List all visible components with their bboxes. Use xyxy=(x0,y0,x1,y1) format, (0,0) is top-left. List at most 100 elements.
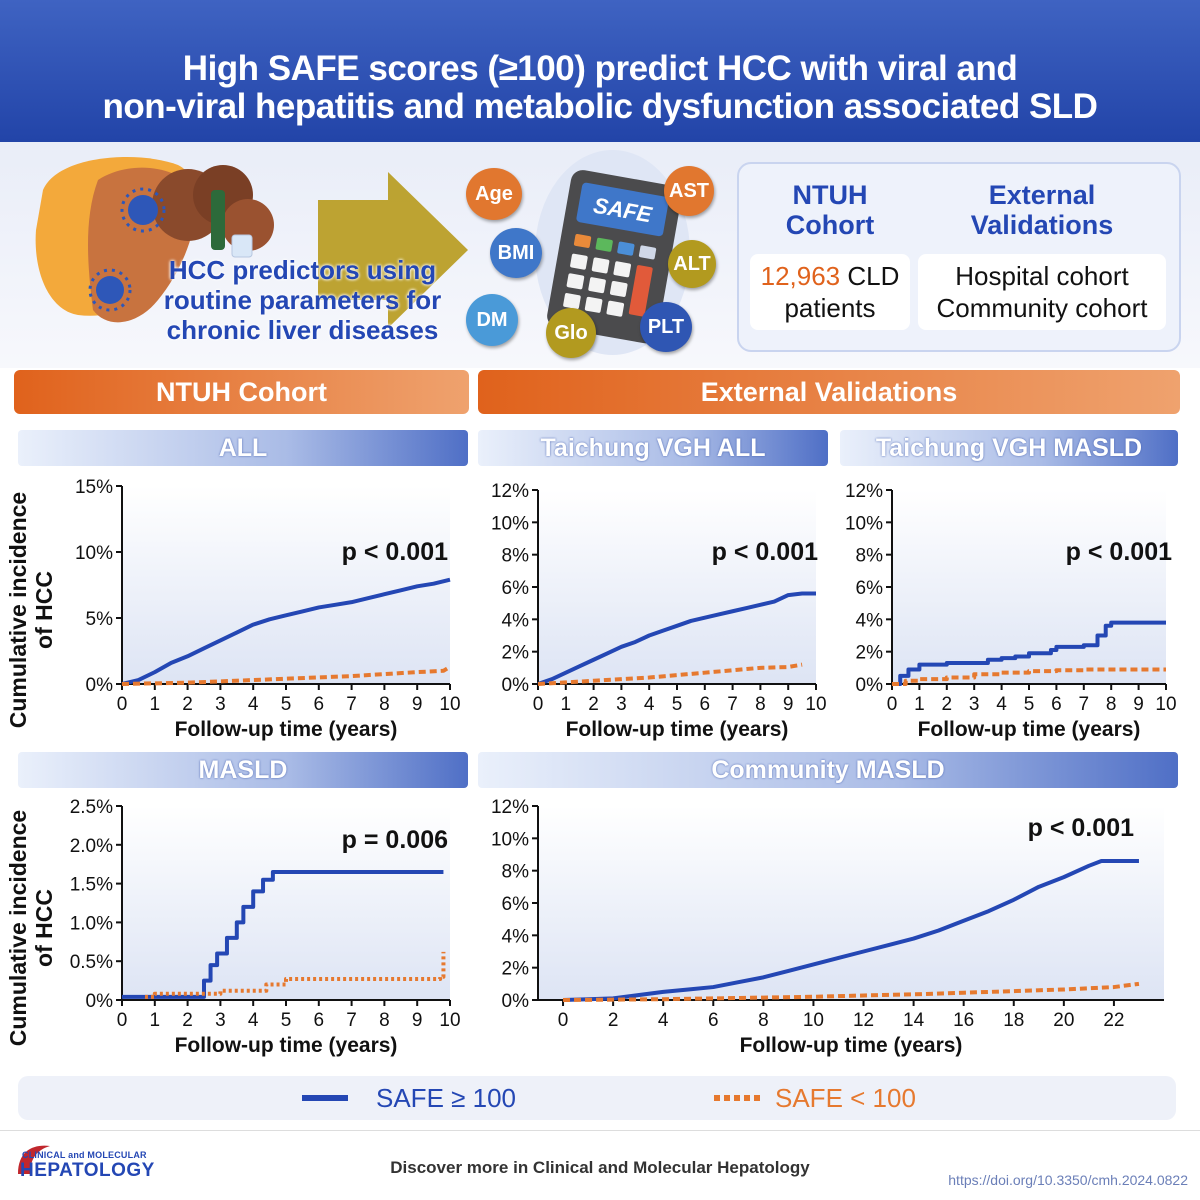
y-axis-label-line: of HCC xyxy=(31,571,57,649)
x-tick-label: 0 xyxy=(558,1010,569,1031)
x-tick-label: 4 xyxy=(996,694,1007,715)
param-bmi: BMI xyxy=(490,228,542,278)
journal-logo-mark xyxy=(18,1145,50,1174)
x-tick-label: 3 xyxy=(969,694,980,715)
y-tick-label: 10% xyxy=(845,513,883,534)
p-value-label: p < 0.001 xyxy=(712,538,818,566)
x-tick-label: 2 xyxy=(588,694,599,715)
series-line-safe-high xyxy=(892,620,1166,686)
x-tick-label: 4 xyxy=(248,694,259,715)
x-tick-label: 6 xyxy=(708,1010,719,1031)
p-value-label: p = 0.006 xyxy=(342,826,448,854)
series-line-safe-low xyxy=(144,951,446,999)
y-tick-label: 6% xyxy=(856,578,884,599)
x-tick-label: 7 xyxy=(346,1010,357,1031)
patient-count-number: 12,963 xyxy=(760,261,841,291)
y-tick-label: 6% xyxy=(502,894,530,915)
legend-swatch-high xyxy=(302,1095,348,1101)
patient-count-line: patients xyxy=(784,293,876,323)
y-axis-label-top: Cumulative incidence of HCC xyxy=(5,480,65,740)
x-tick-label: 0 xyxy=(117,1010,128,1031)
x-tick-label: 4 xyxy=(644,694,655,715)
x-tick-label: 5 xyxy=(672,694,683,715)
series-line-safe-high xyxy=(121,577,451,686)
calculator-icon: SAFE xyxy=(547,170,680,344)
y-axis-label-bottom: Cumulative incidence of HCC xyxy=(5,798,65,1058)
x-tick-label: 0 xyxy=(117,694,128,715)
panel-title-community-masld: Community MASLD xyxy=(478,752,1178,788)
y-tick-label: 12% xyxy=(845,481,883,502)
param-age: Age xyxy=(466,168,522,220)
y-tick-label: 0% xyxy=(502,991,530,1012)
predictor-text-line: HCC predictors using xyxy=(168,255,437,285)
x-tick-label: 9 xyxy=(412,694,423,715)
y-axis-label-line: Cumulative incidence xyxy=(5,809,31,1047)
x-tick-label: 10 xyxy=(439,694,460,715)
param-glo: Glo xyxy=(546,308,596,358)
title-line-1: High SAFE scores (≥100) predict HCC with… xyxy=(182,49,1018,88)
param-alt: ALT xyxy=(668,240,716,288)
x-tick-label: 4 xyxy=(248,1010,259,1031)
journal-logo-line2: HEPATOLOGY xyxy=(20,1160,155,1181)
x-tick-label: 2 xyxy=(182,1010,193,1031)
x-tick-label: 3 xyxy=(215,694,226,715)
plot-area xyxy=(122,806,450,1000)
virus-icon xyxy=(120,187,166,233)
section-header-ntuh: NTUH Cohort xyxy=(14,370,469,414)
param-dm: DM xyxy=(466,294,518,346)
y-tick-label: 15% xyxy=(75,477,113,498)
x-tick-label: 10 xyxy=(805,694,826,715)
x-tick-label: 10 xyxy=(439,1010,460,1031)
x-axis-label: Follow-up time (years) xyxy=(918,718,1141,741)
legend xyxy=(18,1076,1176,1120)
title-banner xyxy=(0,0,1200,142)
panel-title-tvgh-masld: Taichung VGH MASLD xyxy=(840,430,1178,466)
chart-community-masld: 0% 2% 4% 6% 8% 10% 12% 0 2 4 6 8 10 12 14 16 18 20 22 Follo… xyxy=(491,797,1164,1057)
x-axis-label: Follow-up time (years) xyxy=(740,1034,963,1057)
x-tick-label: 10 xyxy=(1155,694,1176,715)
x-tick-label: 8 xyxy=(755,694,766,715)
plot-area xyxy=(122,486,450,684)
series-line-safe-low xyxy=(121,665,452,686)
x-tick-label: 1 xyxy=(150,694,161,715)
panel-title-ntuh-masld: MASLD xyxy=(18,752,468,788)
y-tick-label: 2.5% xyxy=(70,797,113,818)
x-tick-label: 0 xyxy=(533,694,544,715)
predictor-text-line: routine parameters for xyxy=(163,285,442,315)
x-tick-label: 4 xyxy=(658,1010,669,1031)
panel-title-ntuh-all: ALL xyxy=(18,430,468,466)
external-cohort-item: Community cohort xyxy=(936,293,1148,323)
y-tick-label: 8% xyxy=(502,546,530,567)
doi-link[interactable]: https://doi.org/10.3350/cmh.2024.0822 xyxy=(948,1172,1188,1188)
p-value-label: p < 0.001 xyxy=(342,538,448,566)
legend-swatch-low xyxy=(714,1095,762,1101)
legend-label-low: SAFE < 100 xyxy=(775,1083,916,1113)
y-tick-label: 1.5% xyxy=(70,875,113,896)
x-tick-label: 1 xyxy=(150,1010,161,1031)
x-tick-label: 16 xyxy=(953,1010,974,1031)
x-tick-label: 9 xyxy=(783,694,794,715)
ntuh-heading-line: NTUH xyxy=(792,180,868,210)
x-tick-label: 5 xyxy=(281,694,292,715)
x-tick-label: 2 xyxy=(608,1010,619,1031)
chart-ntuh-all: 0% 5% 10% 15% 0 1 2 3 4 5 6 7 8 9 10 Follow-up time (ye… xyxy=(75,477,461,741)
plot-area xyxy=(538,806,1164,1000)
x-tick-label: 1 xyxy=(914,694,925,715)
y-tick-label: 6% xyxy=(502,578,530,599)
ntuh-heading-line: Cohort xyxy=(785,210,875,240)
y-tick-label: 10% xyxy=(491,829,529,850)
x-tick-label: 7 xyxy=(727,694,738,715)
y-tick-label: 2% xyxy=(502,959,530,980)
x-tick-label: 14 xyxy=(903,1010,925,1031)
y-tick-label: 0% xyxy=(502,675,530,696)
x-tick-label: 9 xyxy=(1133,694,1144,715)
y-tick-label: 0% xyxy=(86,675,114,696)
y-tick-label: 2% xyxy=(856,643,884,664)
x-axis-label: Follow-up time (years) xyxy=(566,718,789,741)
x-tick-label: 5 xyxy=(1024,694,1035,715)
x-tick-label: 7 xyxy=(1079,694,1090,715)
x-tick-label: 6 xyxy=(700,694,711,715)
x-tick-label: 6 xyxy=(1051,694,1062,715)
p-value-label: p < 0.001 xyxy=(1028,814,1134,842)
x-tick-label: 18 xyxy=(1003,1010,1024,1031)
